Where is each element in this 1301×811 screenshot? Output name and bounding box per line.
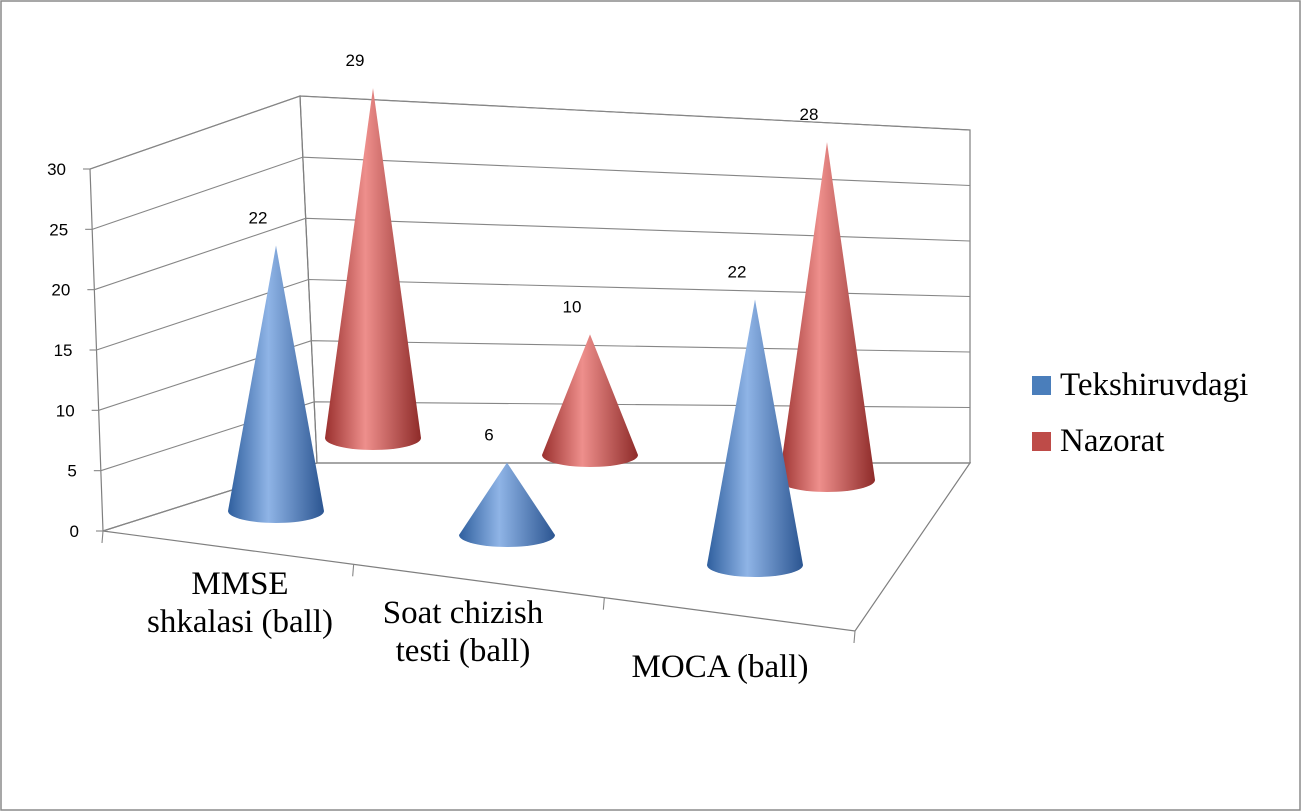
cone-nazorat: [779, 142, 875, 492]
y-tick-label: 10: [56, 401, 75, 420]
legend-swatch: [1032, 432, 1051, 451]
legend-label: Tekshiruvdagi: [1060, 367, 1248, 403]
cone-tekshiruvdagi: [459, 462, 555, 547]
cone-tekshiruvdagi: [228, 245, 324, 524]
y-tick-label: 25: [49, 220, 68, 239]
cone-tekshiruvdagi: [707, 299, 803, 577]
x-category-label: Soat chizish: [383, 595, 544, 631]
gridline: [91, 156, 971, 230]
data-label: 10: [563, 297, 582, 316]
gridline: [96, 278, 971, 351]
legend-swatch: [1032, 376, 1051, 395]
y-tick-label: 15: [54, 341, 73, 360]
cones-layer: [228, 88, 875, 577]
gridline: [89, 95, 971, 170]
data-label: 28: [800, 105, 819, 124]
x-tick-mark: [853, 630, 856, 644]
x-tick-mark: [352, 564, 355, 577]
gridline: [94, 217, 971, 291]
y-tick-label: 30: [47, 160, 66, 179]
data-label: 6: [484, 426, 493, 445]
legend-label: Nazorat: [1060, 423, 1164, 459]
y-tick-label: 5: [67, 462, 76, 481]
legend: Tekshiruvdagi Nazorat: [1032, 367, 1248, 459]
x-category-label: shkalasi (ball): [147, 604, 333, 640]
x-category-label: MMSE: [191, 566, 288, 602]
data-label: 29: [346, 51, 365, 70]
x-category-label: testi (ball): [396, 633, 531, 669]
cone-nazorat: [325, 88, 421, 451]
data-label: 22: [728, 263, 747, 282]
y-tick-label: 20: [51, 281, 70, 300]
data-label: 22: [249, 209, 268, 228]
cone-nazorat: [542, 334, 638, 467]
x-tick-mark: [101, 530, 104, 544]
x-category-label: MOCA (ball): [632, 649, 809, 685]
x-tick-mark: [602, 597, 605, 610]
y-tick-label: 0: [70, 522, 79, 541]
